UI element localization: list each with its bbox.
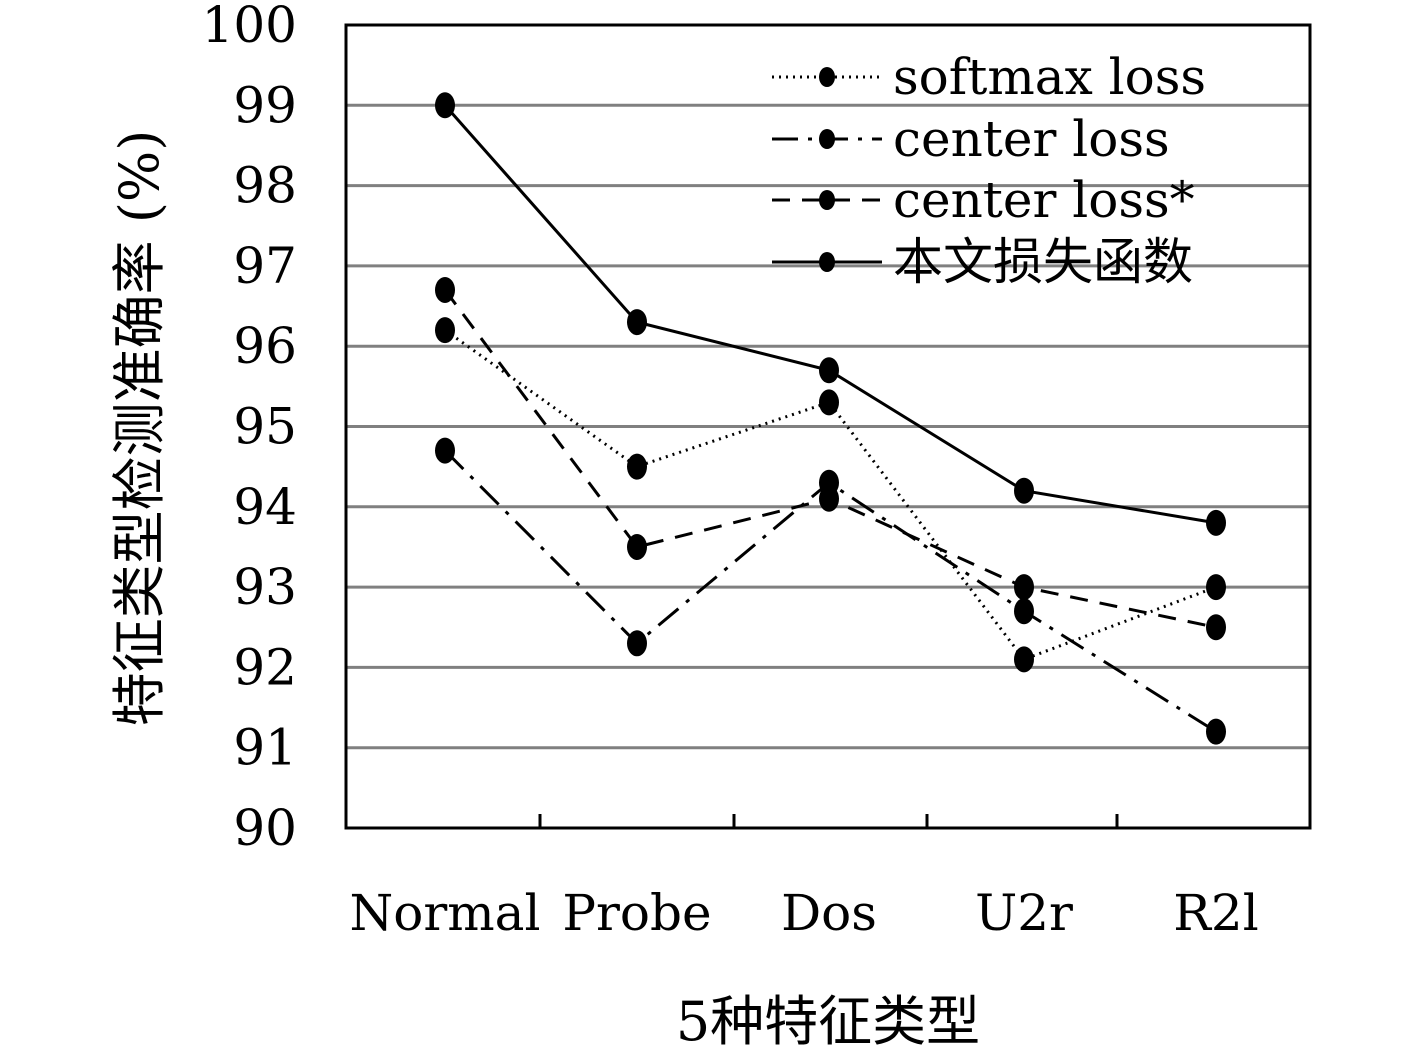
x-tick-label: Normal	[350, 884, 541, 942]
x-category-labels: Normal Probe Dos U2r R2l	[350, 884, 1259, 942]
y-tick-labels: 90 91 92 93 94 95 96 97 98 99 100	[202, 0, 297, 857]
series-2	[435, 437, 1226, 745]
y-tick-label: 91	[233, 719, 297, 777]
y-tick-label: 100	[202, 0, 297, 54]
y-tick-label: 90	[233, 799, 297, 857]
data-point	[1014, 646, 1034, 673]
legend-item-1: softmax loss	[772, 48, 1206, 106]
x-tick-label: R2l	[1173, 884, 1258, 942]
legend-item-3: center loss*	[772, 171, 1195, 229]
data-point	[435, 92, 455, 119]
legend-label: 本文损失函数	[893, 233, 1193, 291]
y-tick-label: 96	[233, 317, 297, 375]
data-point	[819, 389, 839, 416]
y-tick-label: 99	[233, 76, 297, 134]
series-1	[435, 317, 1226, 673]
data-point	[1014, 574, 1034, 601]
x-tick-label: Probe	[562, 884, 711, 942]
data-point	[1206, 718, 1226, 745]
data-point	[435, 317, 455, 344]
data-point	[627, 630, 647, 657]
y-tick-label: 94	[233, 478, 297, 536]
y-axis-title: 特征类型检测准确率 (%)	[108, 130, 171, 727]
gridlines	[346, 103, 1310, 750]
legend-swatch-marker	[819, 252, 835, 272]
x-tick-label: Dos	[781, 884, 877, 942]
plot-border	[344, 23, 1312, 830]
y-tick-label: 97	[233, 237, 297, 295]
data-point	[819, 485, 839, 512]
data-point	[627, 533, 647, 560]
legend-label: softmax loss	[893, 48, 1206, 106]
x-tick-label: U2r	[975, 884, 1073, 942]
y-tick-label: 93	[233, 558, 297, 616]
series-3	[435, 276, 1226, 641]
data-point	[627, 309, 647, 336]
series-lines	[435, 92, 1226, 745]
series-line	[443, 289, 1217, 629]
legend-swatch-marker	[819, 67, 835, 87]
data-point	[1206, 509, 1226, 536]
legend-item-2: center loss	[772, 110, 1170, 168]
data-point	[819, 357, 839, 384]
legend-swatch-marker	[819, 190, 835, 210]
legend-label: center loss*	[893, 171, 1195, 229]
data-point	[1014, 477, 1034, 504]
y-tick-label: 98	[233, 157, 297, 215]
legend-label: center loss	[893, 110, 1170, 168]
series-4	[435, 92, 1226, 536]
legend-swatch-marker	[819, 129, 835, 149]
x-axis-title: 5种特征类型	[676, 990, 980, 1053]
data-point	[1206, 574, 1226, 601]
plot-frame	[344, 23, 1312, 830]
legend-item-4: 本文损失函数	[772, 233, 1193, 291]
data-point	[627, 453, 647, 480]
y-tick-label: 92	[233, 638, 297, 696]
y-tick-label: 95	[233, 398, 297, 456]
data-point	[1206, 614, 1226, 641]
x-tick-marks	[538, 814, 1119, 828]
data-point	[435, 276, 455, 303]
data-point	[435, 437, 455, 464]
data-point	[1014, 598, 1034, 625]
